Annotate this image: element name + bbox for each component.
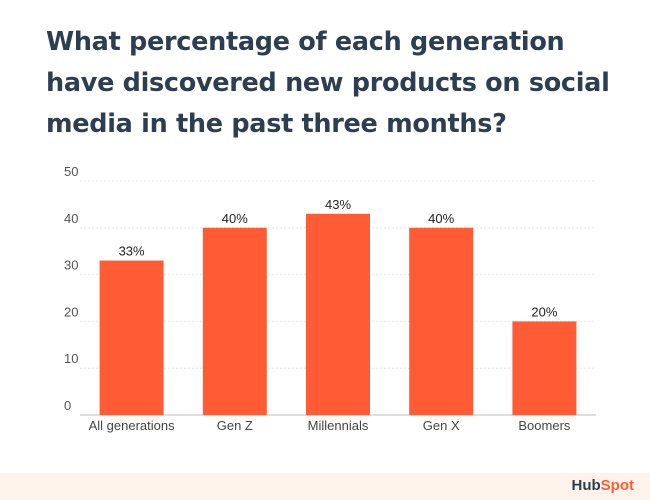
data-label: 20% [531, 304, 557, 319]
y-tick-label: 0 [64, 398, 71, 413]
footer-bar: HubSpot [0, 473, 650, 500]
bar [409, 227, 474, 415]
data-label: 40% [428, 211, 454, 226]
data-label: 40% [222, 211, 248, 226]
y-tick-label: 30 [64, 258, 78, 273]
y-tick-label: 50 [64, 164, 78, 179]
data-label: 33% [119, 244, 145, 259]
bar [512, 321, 577, 415]
bar [99, 260, 164, 415]
data-label: 43% [325, 197, 351, 212]
x-tick-label: Boomers [518, 418, 571, 433]
y-tick-label: 10 [64, 351, 78, 366]
bar [202, 227, 267, 415]
y-tick-label: 40 [64, 211, 78, 226]
hubspot-logo: HubSpot [571, 477, 635, 494]
x-tick-label: All generations [89, 418, 175, 433]
bar-chart: 0 10 20 30 40 50 33% All generations 40% Gen Z 43%… [64, 164, 596, 433]
x-tick-label: Gen Z [217, 418, 253, 433]
x-tick-label: Gen X [423, 418, 460, 433]
chart-title: What percentage of each generation have … [46, 27, 610, 139]
y-tick-label: 20 [64, 304, 78, 319]
x-tick-label: Millennials [308, 418, 369, 433]
bar [306, 213, 370, 415]
